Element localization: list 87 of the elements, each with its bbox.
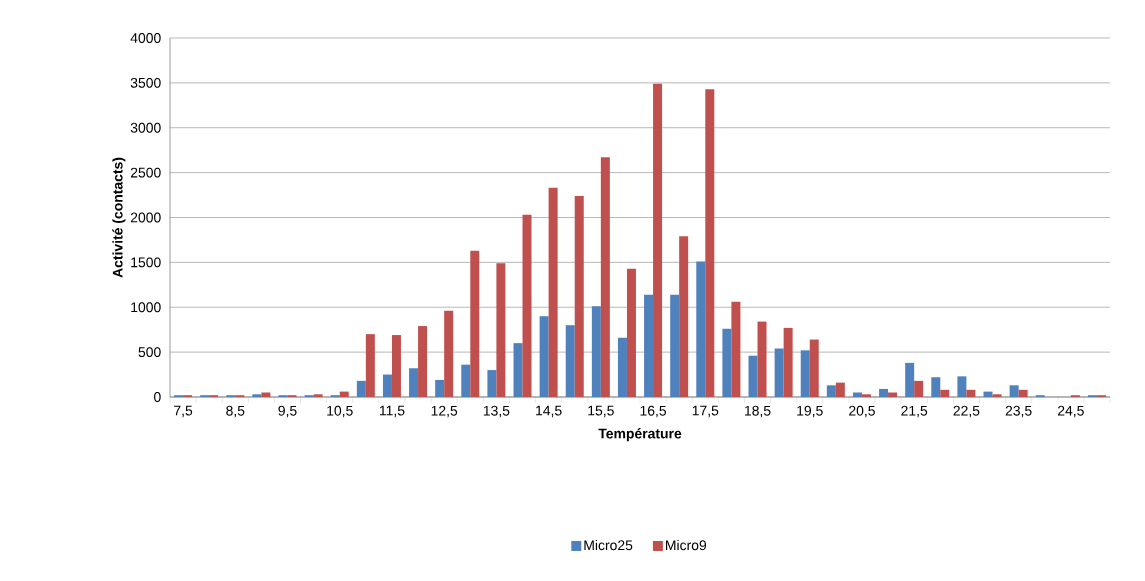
bar [261, 392, 271, 397]
bar [931, 377, 941, 397]
x-tick-label: 9,5 [278, 405, 297, 418]
legend-label: Micro9 [666, 539, 707, 551]
bar [513, 343, 523, 397]
bar [539, 316, 549, 397]
x-axis-title: Température [598, 428, 682, 442]
bar [783, 327, 793, 397]
x-tick-label: 8,5 [226, 405, 245, 418]
bar [957, 376, 967, 397]
bar [470, 250, 480, 397]
bar [418, 326, 428, 397]
x-tick-label: 22,5 [953, 405, 980, 418]
y-tick-label: 2500 [130, 167, 161, 178]
bar [365, 334, 375, 397]
bar [644, 294, 654, 397]
bar [565, 325, 575, 397]
bar [679, 236, 689, 397]
bar [757, 321, 767, 397]
y-tick-label: 500 [138, 347, 161, 358]
bar [835, 382, 845, 397]
bar [496, 263, 506, 397]
bar [1018, 389, 1028, 397]
x-tick-label: 18,5 [745, 405, 771, 418]
y-tick-label: 3000 [130, 122, 161, 133]
bar [461, 364, 471, 397]
bar [696, 261, 706, 397]
bar [600, 157, 610, 397]
legend-label: Micro25 [584, 539, 633, 551]
bar [617, 337, 627, 397]
bar [444, 310, 454, 397]
y-tick-label: 2000 [130, 212, 161, 223]
bar [731, 301, 741, 397]
x-tick-label: 24,5 [1057, 405, 1084, 418]
bar [774, 348, 784, 397]
bar [313, 394, 323, 397]
bar [914, 380, 924, 397]
x-tick-label: 12,5 [431, 405, 458, 418]
bar [888, 392, 898, 397]
x-tick-label: 11,5 [379, 405, 405, 418]
bar [826, 385, 836, 397]
bar [879, 388, 889, 397]
bar [409, 368, 419, 397]
x-tick-label: 23,5 [1005, 405, 1032, 418]
bar [522, 214, 532, 397]
y-tick-label: 1500 [131, 257, 161, 268]
bar [653, 83, 663, 397]
x-tick-label: 14,5 [536, 405, 562, 418]
bar [574, 195, 584, 397]
bar [809, 339, 819, 397]
y-tick-label: 4000 [130, 33, 161, 43]
y-tick-label: 0 [154, 392, 161, 402]
x-tick-label: 16,5 [640, 405, 667, 418]
x-tick-label: 21,5 [901, 405, 928, 418]
bar [356, 380, 366, 397]
bar [591, 306, 601, 397]
x-tick-label: 17,5 [692, 405, 719, 418]
x-tick-label: 15,5 [588, 405, 614, 418]
x-tick-label: 20,5 [849, 405, 875, 418]
bar [548, 187, 558, 397]
bar [852, 392, 862, 397]
bar [487, 370, 497, 397]
bar [983, 391, 993, 397]
bar [1009, 385, 1019, 397]
bar [252, 394, 262, 397]
bar [992, 394, 1002, 397]
y-axis-title: Activité (contacts) [112, 157, 126, 278]
y-tick-label: 1000 [131, 302, 161, 313]
bar [748, 355, 758, 397]
y-tick-label: 3500 [130, 77, 161, 88]
bar [626, 268, 636, 397]
bar [861, 394, 871, 397]
bar [722, 328, 732, 397]
bar [940, 389, 950, 397]
bar [966, 389, 976, 397]
bar [670, 294, 680, 397]
bar [382, 374, 392, 397]
x-tick-label: 10,5 [327, 405, 353, 418]
x-tick-label: 13,5 [483, 405, 510, 418]
bar [339, 391, 349, 397]
x-tick-label: 7,5 [174, 405, 193, 418]
bar [905, 362, 915, 397]
bar [800, 350, 810, 397]
bar [435, 379, 445, 397]
x-tick-label: 19,5 [797, 405, 823, 418]
bar [391, 335, 401, 397]
bar [705, 89, 715, 397]
